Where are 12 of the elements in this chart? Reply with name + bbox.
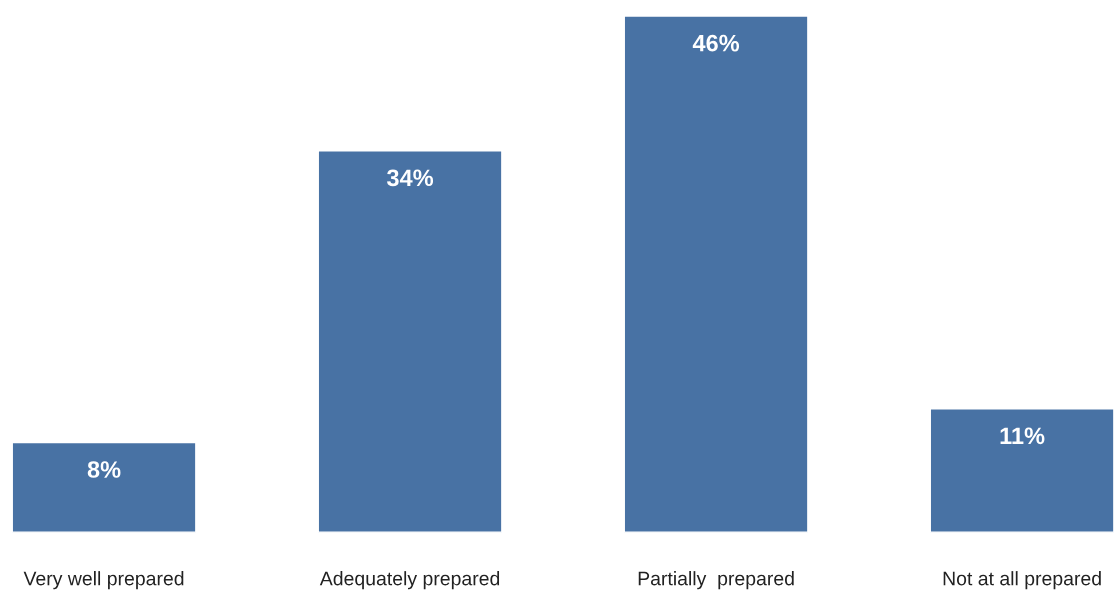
data-label: 46%: [692, 34, 740, 52]
bar: [11, 441, 197, 533]
bar: [623, 16, 809, 533]
x-tick-label: Very well prepared: [23, 571, 184, 590]
x-tick-label: Not at all prepared: [943, 571, 1101, 590]
bar: [317, 150, 503, 533]
x-tick-label: Partially prepared: [638, 571, 794, 590]
bar: [929, 408, 1115, 533]
data-label: 8%: [87, 461, 121, 478]
data-label: 34%: [386, 169, 434, 187]
data-label: 11%: [1000, 427, 1045, 445]
x-tick-label: Adequately prepared: [319, 571, 500, 590]
